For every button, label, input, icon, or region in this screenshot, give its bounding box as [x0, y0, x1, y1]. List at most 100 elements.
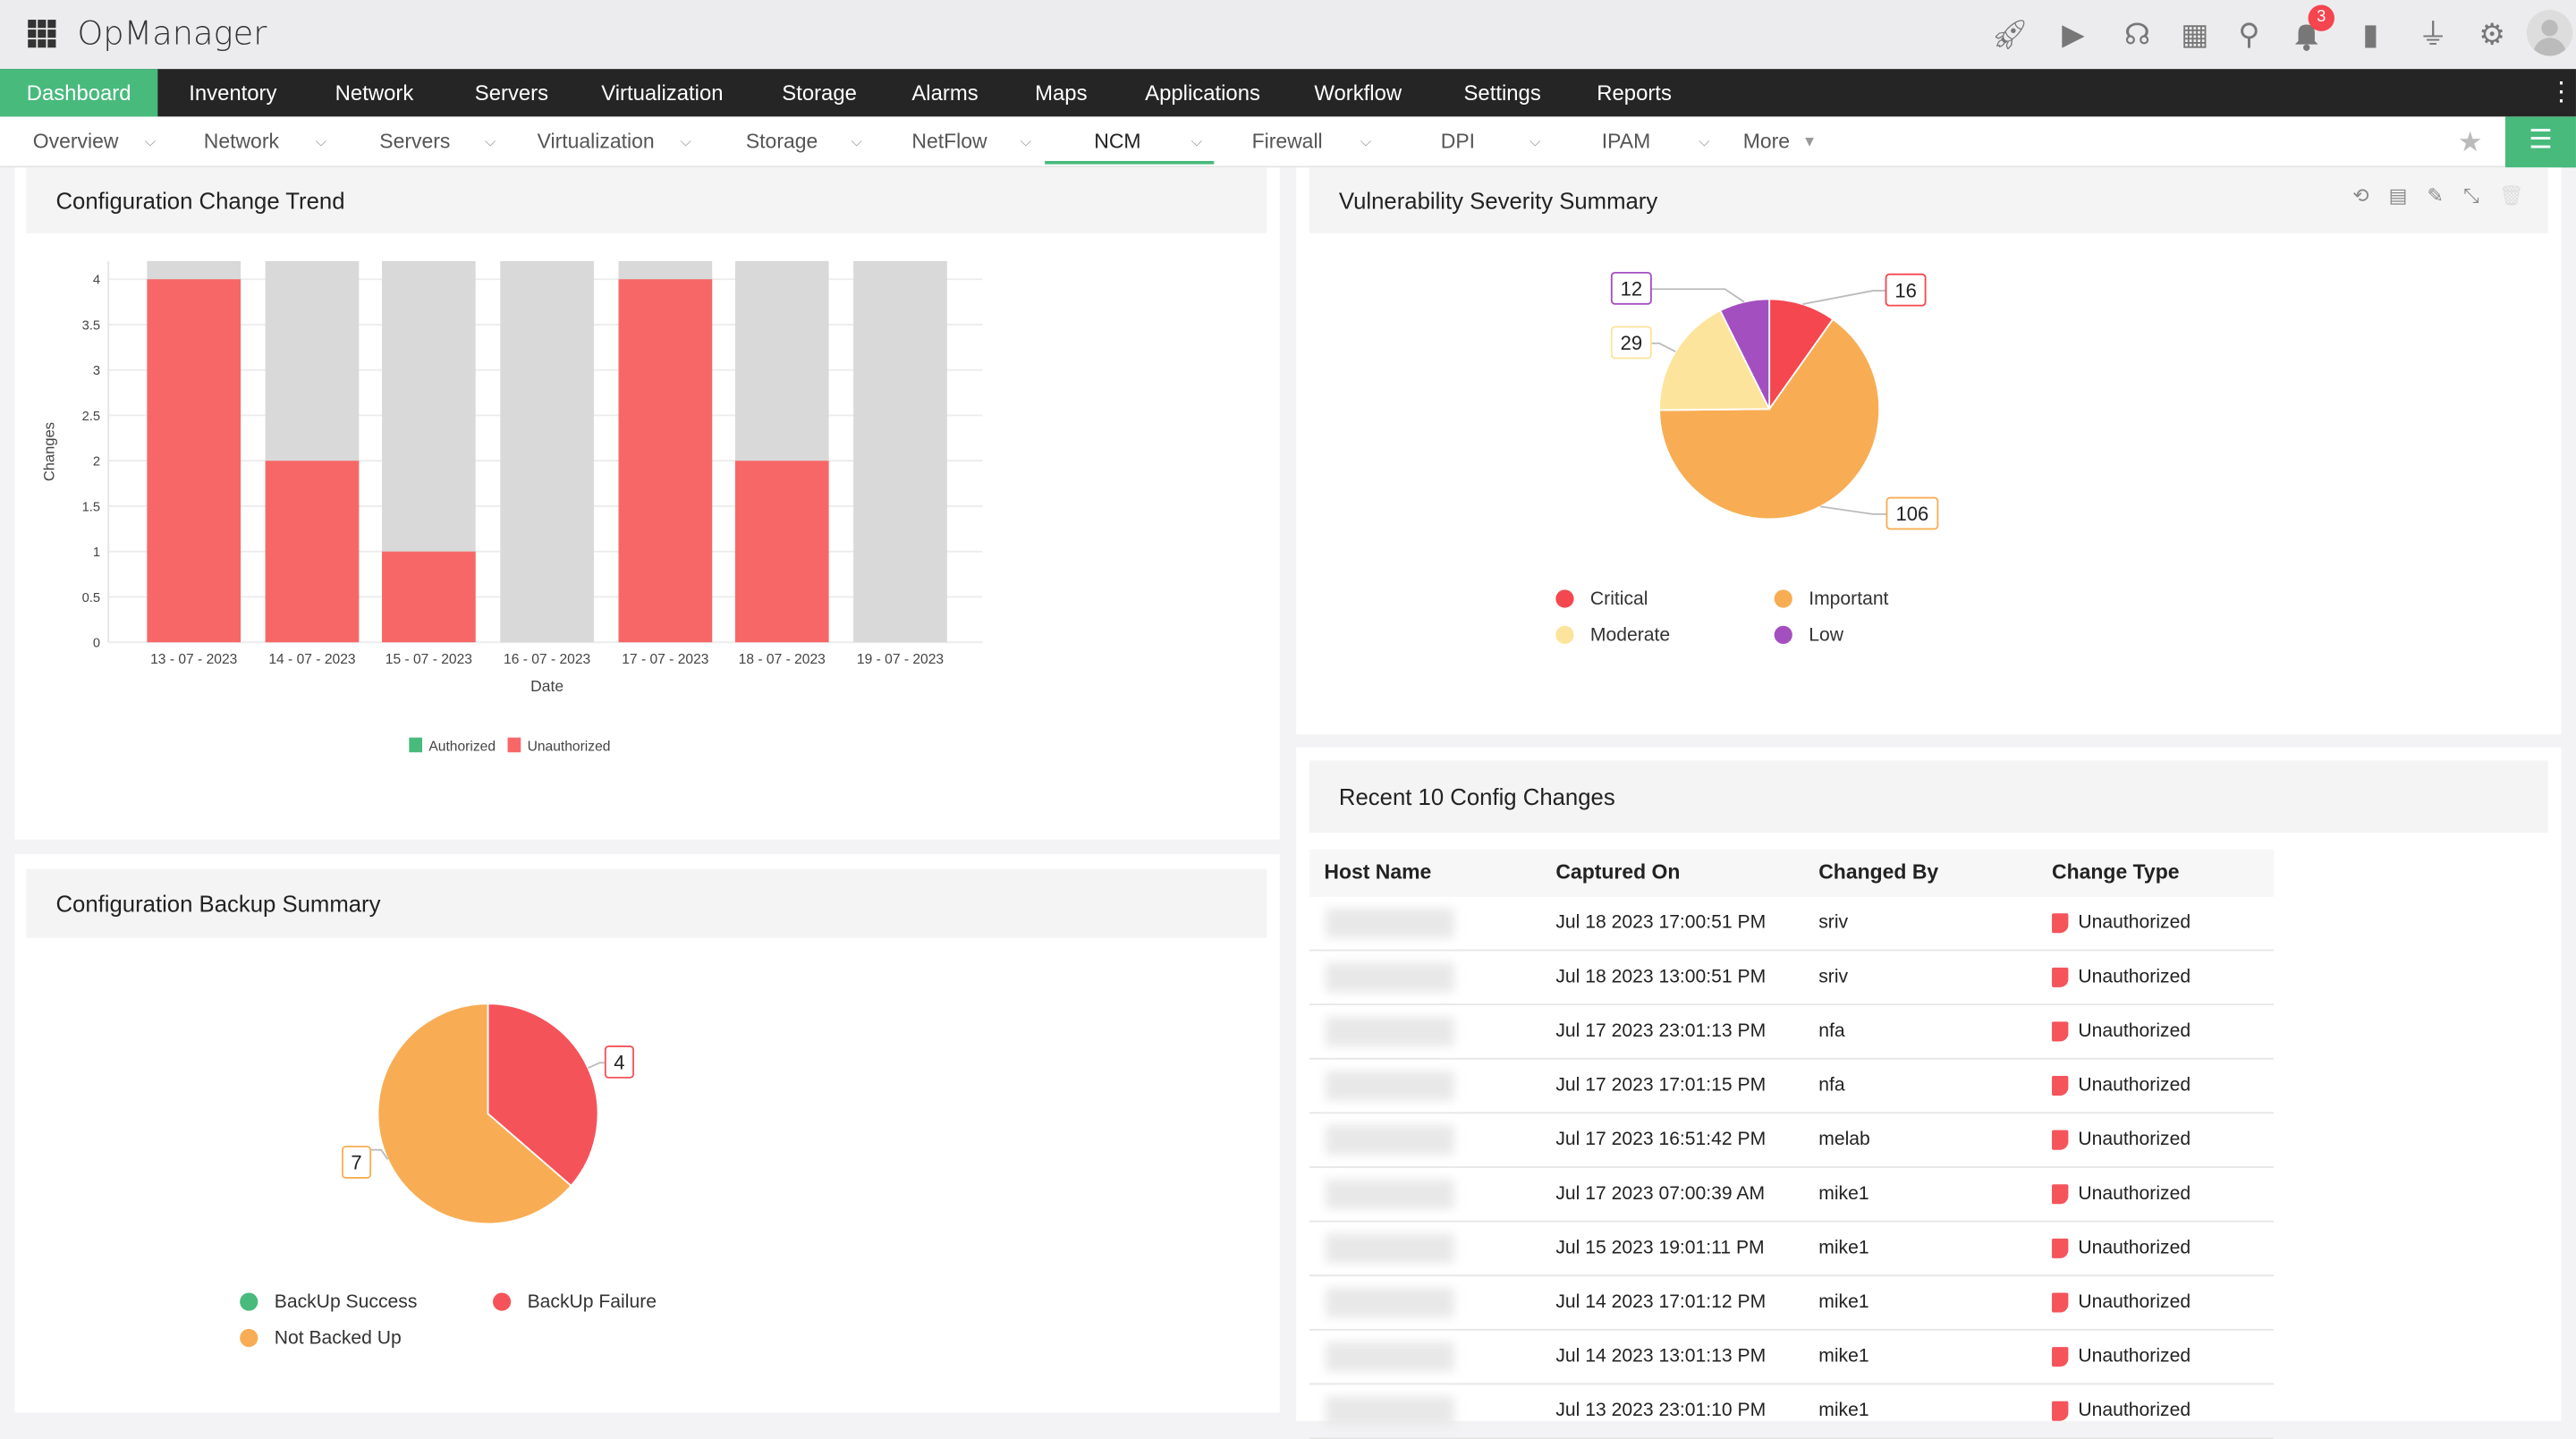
y-axis-title: Changes [41, 422, 58, 481]
nav-applications[interactable]: Applications [1145, 80, 1260, 106]
export-icon[interactable]: ▤ [2388, 183, 2428, 207]
search-icon[interactable]: ⚲ [2238, 18, 2260, 51]
table-row[interactable]: Jul 18 2023 17:00:51 PM sriv Unauthorized [1309, 897, 2274, 952]
user-avatar-icon[interactable] [2526, 10, 2573, 56]
pie-slice-low[interactable] [1718, 298, 1771, 410]
pie-slice-critical[interactable] [1768, 298, 1835, 412]
rocket-icon[interactable]: 🚀︎ [1991, 18, 2029, 51]
bell-icon[interactable] [2289, 16, 2325, 52]
x-tick-label: 17 - 07 - 2023 [622, 652, 708, 667]
nav-dashboard[interactable]: Dashboard [0, 69, 158, 117]
table-row[interactable]: Jul 14 2023 17:01:12 PM mike1 Unauthorized [1309, 1276, 2274, 1331]
headset-icon[interactable]: ☊ [2123, 18, 2151, 51]
column-header[interactable]: Change Type [2052, 860, 2180, 885]
nav-maps[interactable]: Maps [1035, 80, 1088, 106]
x-axis-title: Date [530, 677, 564, 695]
change-type: Unauthorized [2052, 1113, 2190, 1166]
table-row[interactable]: Jul 17 2023 23:01:13 PM nfa Unauthorized [1309, 1005, 2274, 1060]
legend-label[interactable]: Unauthorized [528, 739, 611, 754]
app-grid-icon[interactable] [28, 20, 56, 48]
backup-pie-chart: 47 [342, 1003, 634, 1225]
chevron-down-icon[interactable]: ⌵ [851, 132, 862, 150]
edit-icon[interactable]: ✎ [2427, 183, 2464, 207]
chevron-down-icon[interactable]: ⌵ [484, 132, 496, 150]
chevron-down-icon[interactable]: ⌵ [1020, 132, 1032, 150]
plug-icon[interactable]: ⏚ [2418, 18, 2448, 51]
refresh-icon[interactable]: ⟲ [2352, 183, 2389, 207]
nav-workflow[interactable]: Workflow [1314, 80, 1402, 106]
table-row[interactable]: Jul 18 2023 13:00:51 PM sriv Unauthorized [1309, 951, 2274, 1006]
bar-unauthorized[interactable] [618, 279, 713, 643]
devices-icon[interactable]: ▮ [2362, 18, 2379, 51]
pie-slice-important[interactable] [1658, 317, 1881, 521]
nav-reports[interactable]: Reports [1597, 80, 1672, 106]
nav-alarms[interactable]: Alarms [911, 80, 979, 106]
caret-down-icon[interactable]: ▼ [1801, 132, 1818, 150]
pie-slice-moderate[interactable] [1658, 309, 1771, 411]
x-tick-label: 14 - 07 - 2023 [268, 652, 355, 667]
x-tick-label: 18 - 07 - 2023 [739, 652, 826, 667]
subnav-more[interactable]: More [1742, 130, 1791, 153]
legend-label[interactable]: Authorized [428, 739, 496, 754]
nav-inventory[interactable]: Inventory [189, 80, 277, 106]
subnav-overview[interactable]: Overview [32, 130, 119, 153]
favorite-star-icon[interactable]: ★ [2457, 126, 2483, 158]
nav-network[interactable]: Network [335, 80, 414, 106]
pie-slice-backup-failure[interactable] [487, 1003, 599, 1188]
table-row[interactable]: Jul 17 2023 16:51:42 PM melab Unauthorized [1309, 1113, 2274, 1168]
subnav-netflow[interactable]: NetFlow [911, 130, 987, 153]
change-type: Unauthorized [2052, 1276, 2190, 1329]
column-header[interactable]: Changed By [1818, 860, 1939, 885]
nav-servers[interactable]: Servers [474, 80, 549, 106]
chevron-down-icon[interactable]: ⌵ [1529, 132, 1541, 150]
host-name-redacted [1326, 1071, 1454, 1101]
data-label: 7 [342, 1146, 372, 1179]
table-row[interactable]: Jul 15 2023 19:01:11 PM mike1 Unauthorized [1309, 1223, 2274, 1277]
column-header[interactable]: Host Name [1324, 860, 1432, 885]
subnav-storage[interactable]: Storage [745, 130, 818, 153]
subnav-virtualization[interactable]: Virtualization [537, 130, 655, 153]
presentation-icon[interactable]: ▶ [2062, 18, 2085, 51]
nav-storage[interactable]: Storage [782, 80, 857, 106]
table-row[interactable]: Jul 17 2023 17:01:15 PM nfa Unauthorized [1309, 1060, 2274, 1114]
chevron-down-icon[interactable]: ⌵ [680, 132, 691, 150]
legend-item: BackUp Failure [493, 1292, 657, 1313]
x-tick-label: 19 - 07 - 2023 [857, 652, 944, 667]
nav-virtualization[interactable]: Virtualization [601, 80, 724, 106]
chevron-down-icon[interactable]: ⌵ [1699, 132, 1710, 150]
chevron-down-icon[interactable]: ⌵ [1360, 132, 1372, 150]
data-label: 4 [604, 1045, 634, 1079]
table-row[interactable]: Jul 17 2023 07:00:39 AM mike1 Unauthorized [1309, 1168, 2274, 1223]
host-name-redacted [1326, 1287, 1454, 1318]
chevron-down-icon[interactable]: ⌵ [1191, 132, 1203, 150]
add-widget-button[interactable]: ☰ [2504, 116, 2576, 168]
subnav-dpi[interactable]: DPI [1440, 130, 1476, 153]
subnav-servers[interactable]: Servers [379, 130, 451, 153]
subnav-ipam[interactable]: IPAM [1601, 130, 1651, 153]
column-header[interactable]: Captured On [1555, 860, 1681, 885]
chevron-down-icon[interactable]: ⌵ [315, 132, 327, 150]
nav-settings[interactable]: Settings [1463, 80, 1541, 106]
chevron-down-icon[interactable]: ⌵ [144, 132, 157, 150]
table-row[interactable]: Jul 13 2023 23:01:10 PM mike1 Unauthorized [1309, 1384, 2274, 1439]
subnav-ncm[interactable]: NCM [1094, 130, 1141, 153]
sub-nav: Overview ⌵ Network ⌵ Servers ⌵ Virtualization ⌵… [0, 116, 2576, 168]
table-row[interactable]: Jul 14 2023 13:01:13 PM mike1 Unauthorized [1309, 1331, 2274, 1385]
resize-icon[interactable]: ⤡ [2463, 183, 2499, 207]
changed-by: mike1 [1818, 1184, 1869, 1205]
gear-icon[interactable]: ⚙ [2479, 18, 2506, 51]
legend-item: Critical [1555, 589, 1648, 609]
delete-icon[interactable]: 🗑︎ [2498, 183, 2544, 207]
captured-on: Jul 17 2023 07:00:39 AM [1555, 1184, 1766, 1205]
bar-unauthorized[interactable] [734, 461, 829, 643]
bar-unauthorized[interactable] [265, 461, 360, 643]
more-options-icon[interactable]: ⋮ [2547, 79, 2575, 107]
changed-by: mike1 [1818, 1401, 1869, 1421]
subnav-network[interactable]: Network [203, 130, 279, 153]
bar-unauthorized[interactable] [147, 279, 242, 643]
gift-icon[interactable]: ▦ [2181, 18, 2209, 51]
subnav-firewall[interactable]: Firewall [1251, 130, 1323, 153]
bar-unauthorized[interactable] [382, 551, 476, 643]
widget-title: Vulnerability Severity Summary [1309, 167, 2548, 233]
change-type: Unauthorized [2052, 951, 2190, 1003]
